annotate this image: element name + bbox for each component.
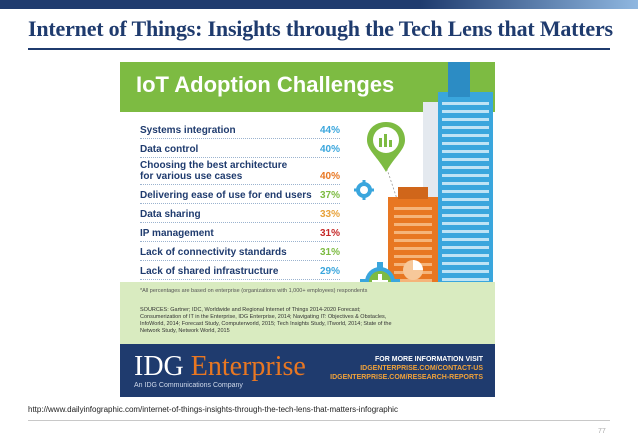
sources-text: SOURCES: Gartner; IDC, Worldwide and Reg… [140,307,392,334]
page-number: 77 [598,428,606,435]
research-reports-link[interactable]: IDGENTERPRISE.COM/RESEARCH-REPORTS [330,374,483,381]
infographic-image: IoT Adoption Challenges Systems integrat… [120,62,495,397]
challenge-label: Lack of connectivity standards [140,247,287,258]
bar-chart-icon [367,122,405,172]
pie-chart-icon [403,260,423,280]
challenge-row: Delivering ease of use for end users 37% [140,185,340,204]
logo-idg: IDG [134,351,184,382]
challenge-percent: 31% [319,228,340,239]
challenge-percent: 40% [319,144,340,155]
challenge-row: Systems integration 44% [140,120,340,139]
slide-top-bar [0,0,638,9]
challenge-label: Systems integration [140,125,236,136]
idg-enterprise-logo: IDG Enterprise [134,351,306,383]
gear-icon [354,180,374,200]
logo-subtitle: An IDG Communications Company [134,382,243,389]
infographic-footer [120,344,495,397]
footnote: *All percentages are based on enterprise… [140,288,368,294]
slide-top-bar-accent [420,0,638,9]
challenge-label: Lack of shared infrastructure [140,266,279,277]
slide-title: Internet of Things: Insights through the… [28,16,613,41]
challenge-percent: 44% [319,125,340,136]
more-info-heading: FOR MORE INFORMATION VISIT [375,356,483,363]
challenge-row: IP management 31% [140,223,340,242]
footer-divider [28,420,610,421]
challenge-label: IP management [140,228,214,239]
challenge-row: Choosing the best architecture for vario… [140,158,340,185]
challenge-percent: 33% [319,209,340,220]
logo-enterprise: Enterprise [190,351,306,382]
challenge-percent: 31% [319,247,340,258]
challenge-percent: 37% [319,190,340,201]
challenge-row: Lack of shared infrastructure 29% [140,261,340,280]
challenge-row: Data control 40% [140,139,340,158]
more-info: FOR MORE INFORMATION VISIT IDGENTERPRISE… [330,355,483,382]
challenge-label: Choosing the best architecture for vario… [140,160,288,182]
title-divider [28,48,610,50]
challenge-percent: 40% [319,171,340,182]
challenge-row: Data sharing 33% [140,204,340,223]
infographic-title: IoT Adoption Challenges [136,72,395,97]
challenge-label: Data sharing [140,209,201,220]
challenge-row: Lack of connectivity standards 31% [140,242,340,261]
sources-band [120,282,495,344]
challenges-list: Systems integration 44% Data control 40% Cho… [140,120,340,280]
challenge-label: Data control [140,144,199,155]
contact-link[interactable]: IDGENTERPRISE.COM/CONTACT-US [360,365,483,372]
challenge-percent: 29% [319,266,340,277]
challenge-label: Delivering ease of use for end users [140,190,312,201]
source-url-link[interactable]: http://www.dailyinfographic.com/internet… [28,405,398,414]
